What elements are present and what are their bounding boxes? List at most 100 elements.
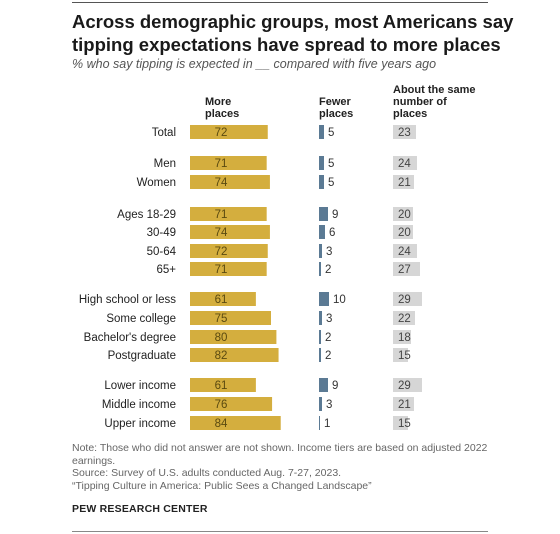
bar-same xyxy=(393,156,417,170)
notes-block: Note: Those who did not answer are not s… xyxy=(72,442,492,492)
bar-more xyxy=(190,330,277,344)
bar-more xyxy=(190,397,273,411)
data-label: 2 xyxy=(325,264,331,276)
data-label: 3 xyxy=(326,246,332,258)
bar-fewer xyxy=(319,244,322,258)
data-label: 21 xyxy=(398,399,411,411)
pew-logo-text: PEW RESEARCH CENTER xyxy=(72,503,208,515)
data-label: 22 xyxy=(398,313,411,325)
data-label: 27 xyxy=(398,264,411,276)
bar-same xyxy=(393,125,416,139)
bar-more xyxy=(190,262,267,276)
top-rule xyxy=(72,2,488,3)
data-label: 74 xyxy=(215,227,228,239)
data-label: 84 xyxy=(215,418,228,430)
chart-subtitle: % who say tipping is expected in __ comp… xyxy=(72,57,437,71)
bar-fewer xyxy=(319,175,324,189)
data-label: 61 xyxy=(215,294,228,306)
data-label: 71 xyxy=(215,264,228,276)
category-label: Total xyxy=(152,127,176,139)
bar-more xyxy=(190,175,270,189)
data-label: 76 xyxy=(215,399,228,411)
category-label: Ages 18-29 xyxy=(117,209,176,221)
category-label: Women xyxy=(137,177,176,189)
bar-fewer xyxy=(319,262,321,276)
bar-fewer xyxy=(319,330,321,344)
bottom-rule xyxy=(72,531,488,532)
category-label: 65+ xyxy=(156,264,176,276)
column-header-same: About the same number of places xyxy=(393,84,476,120)
data-label: 20 xyxy=(398,227,411,239)
chart-title: Across demographic groups, most American… xyxy=(72,11,514,55)
bar-fewer xyxy=(319,378,328,392)
bar-fewer xyxy=(319,125,324,139)
data-label: 82 xyxy=(215,350,228,362)
source-text: Source: Survey of U.S. adults conducted … xyxy=(72,467,342,479)
bar-more xyxy=(190,225,270,239)
bar-fewer xyxy=(319,311,322,325)
bar-more xyxy=(190,125,268,139)
bar-fewer xyxy=(319,348,321,362)
category-label: Lower income xyxy=(104,380,176,392)
data-label: 9 xyxy=(332,380,338,392)
data-label: 9 xyxy=(332,209,338,221)
data-label: 29 xyxy=(398,380,411,392)
column-header-more: More places xyxy=(205,96,240,120)
category-label: Some college xyxy=(106,313,176,325)
bar-same xyxy=(393,397,414,411)
bar-same xyxy=(393,292,422,306)
bar-same xyxy=(393,262,420,276)
bar-fewer xyxy=(319,292,329,306)
data-label: 29 xyxy=(398,294,411,306)
data-label: 5 xyxy=(328,177,334,189)
bar-fewer xyxy=(319,225,325,239)
bar-same xyxy=(393,225,413,239)
report-title: “Tipping Culture in America: Public Sees… xyxy=(72,479,372,492)
bar-more xyxy=(190,311,271,325)
bar-more xyxy=(190,378,256,392)
data-label: 15 xyxy=(398,350,411,362)
category-label: Upper income xyxy=(104,418,176,430)
bar-more xyxy=(190,244,268,258)
bar-same xyxy=(393,348,408,362)
bar-fewer xyxy=(319,397,322,411)
data-label: 75 xyxy=(215,313,228,325)
category-label: High school or less xyxy=(79,294,176,306)
bar-same xyxy=(393,175,414,189)
bar-more xyxy=(190,348,279,362)
data-label: 23 xyxy=(398,127,411,139)
data-label: 3 xyxy=(326,313,332,325)
bar-more xyxy=(190,156,267,170)
bar-fewer xyxy=(319,416,320,430)
data-label: 24 xyxy=(398,158,411,170)
data-label: 18 xyxy=(398,332,411,344)
data-label: 71 xyxy=(215,209,228,221)
data-label: 24 xyxy=(398,246,411,258)
data-label: 72 xyxy=(215,127,228,139)
data-label: 6 xyxy=(329,227,335,239)
category-label: 50-64 xyxy=(147,246,177,258)
data-label: 2 xyxy=(325,332,331,344)
category-label: Middle income xyxy=(102,399,176,411)
category-label: 30-49 xyxy=(147,227,176,239)
bar-more xyxy=(190,207,267,221)
data-label: 71 xyxy=(215,158,228,170)
chart-area: Total Men Women Ages 18-29 30-49 50-64 65+ High… xyxy=(79,125,422,430)
data-label: 74 xyxy=(215,177,228,189)
bar-fewer xyxy=(319,207,328,221)
data-label: 80 xyxy=(215,332,228,344)
data-label: 20 xyxy=(398,209,411,221)
bar-fewer xyxy=(319,156,324,170)
data-label: 72 xyxy=(215,246,228,258)
category-label: Bachelor's degree xyxy=(84,332,176,344)
data-label: 1 xyxy=(324,418,330,430)
bar-same xyxy=(393,378,422,392)
bar-same xyxy=(393,311,415,325)
column-header-fewer: Fewer places xyxy=(319,96,354,120)
data-label: 21 xyxy=(398,177,411,189)
bar-same xyxy=(393,207,413,221)
data-label: 3 xyxy=(326,399,332,411)
data-label: 61 xyxy=(215,380,228,392)
bar-more xyxy=(190,416,281,430)
bar-more xyxy=(190,292,256,306)
